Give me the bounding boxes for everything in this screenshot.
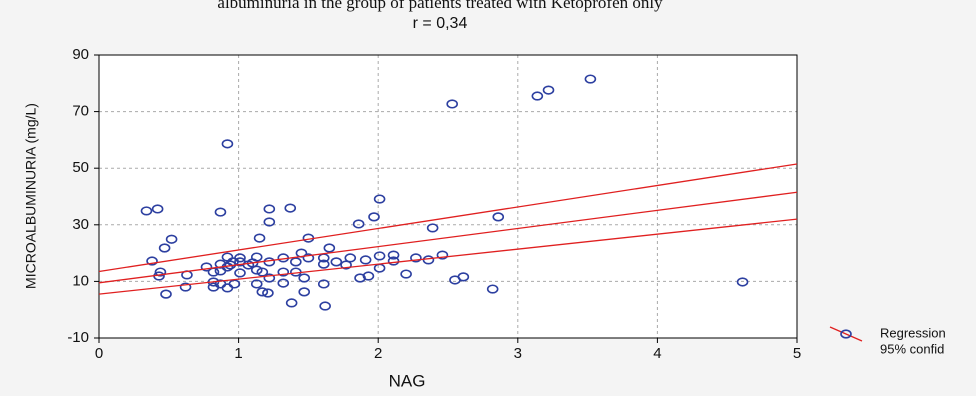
data-point (359, 255, 372, 265)
data-point (146, 256, 158, 266)
data-point (200, 262, 213, 272)
x-tick-label: 1 (234, 345, 242, 362)
data-point (736, 277, 749, 287)
data-point (302, 253, 315, 263)
data-point (250, 265, 263, 275)
data-point (387, 250, 400, 260)
confidence-upper (98, 163, 798, 273)
data-point (492, 212, 505, 222)
data-point (263, 273, 276, 283)
y-tick-label: 70 (72, 103, 89, 120)
data-point (354, 273, 366, 283)
data-point (214, 259, 227, 269)
y-tick-label: 50 (72, 159, 89, 176)
data-point (154, 267, 167, 277)
data-point (486, 284, 499, 294)
data-point (179, 282, 192, 292)
data-point (317, 279, 330, 289)
data-point (426, 223, 439, 233)
data-point (298, 273, 311, 283)
data-point (584, 74, 597, 84)
data-point (436, 250, 449, 260)
data-point (340, 260, 352, 270)
data-point (140, 206, 153, 216)
legend-marker (840, 329, 852, 339)
x-tick-label: 0 (95, 345, 103, 362)
data-point (400, 269, 412, 279)
data-point (531, 91, 544, 101)
legend-line (829, 326, 863, 342)
data-point (221, 139, 234, 149)
y-tick-label: 30 (72, 216, 89, 233)
data-point (151, 204, 164, 214)
confidence-lower (98, 218, 798, 295)
data-point (256, 287, 269, 297)
chart-title: albuminuria in the group of patients tre… (217, 0, 663, 12)
data-point (330, 257, 343, 267)
legend-label: Regression (880, 325, 946, 340)
data-point (373, 194, 386, 204)
data-point (253, 233, 266, 243)
data-point (344, 253, 357, 263)
data-point (387, 256, 400, 266)
data-point (256, 267, 269, 277)
data-point (242, 260, 255, 270)
plot-area (99, 55, 797, 338)
data-point (285, 298, 298, 308)
data-point (362, 271, 375, 281)
data-point (263, 204, 276, 214)
data-point (221, 252, 234, 262)
data-point (542, 85, 555, 95)
chart-subtitle: r = 0,34 (413, 15, 468, 32)
data-point (262, 288, 274, 298)
data-point (457, 272, 470, 282)
data-point (263, 217, 276, 227)
data-point (317, 259, 330, 269)
data-point (214, 207, 227, 217)
data-point (207, 282, 220, 292)
plot-frame (98, 54, 798, 339)
data-point (290, 257, 302, 267)
data-point (250, 279, 263, 289)
x-axis-label: NAG (389, 371, 426, 390)
data-point (277, 267, 290, 277)
data-point (284, 203, 297, 213)
data-point (319, 301, 331, 311)
data-point (277, 278, 290, 288)
legend-label: 95% confid (880, 341, 944, 356)
data-point (352, 219, 365, 229)
data-point (165, 234, 178, 244)
data-point (446, 99, 458, 109)
x-tick-label: 3 (514, 345, 522, 362)
data-point (373, 251, 386, 261)
data-point (158, 243, 171, 253)
y-tick-label: -10 (67, 329, 89, 346)
regression-line (98, 191, 798, 284)
x-tick-label: 4 (653, 345, 661, 362)
y-axis-label: MICROALBUMINURIA (mg/L) (23, 103, 39, 289)
data-point (323, 243, 336, 253)
x-tick-label: 2 (374, 345, 382, 362)
data-point (368, 212, 380, 222)
y-tick-label: 10 (72, 272, 89, 289)
y-tick-label: 90 (72, 46, 89, 63)
x-tick-label: 5 (793, 345, 801, 362)
data-point (410, 253, 422, 263)
data-point (298, 287, 311, 297)
data-point (160, 289, 172, 299)
data-point (234, 268, 246, 278)
